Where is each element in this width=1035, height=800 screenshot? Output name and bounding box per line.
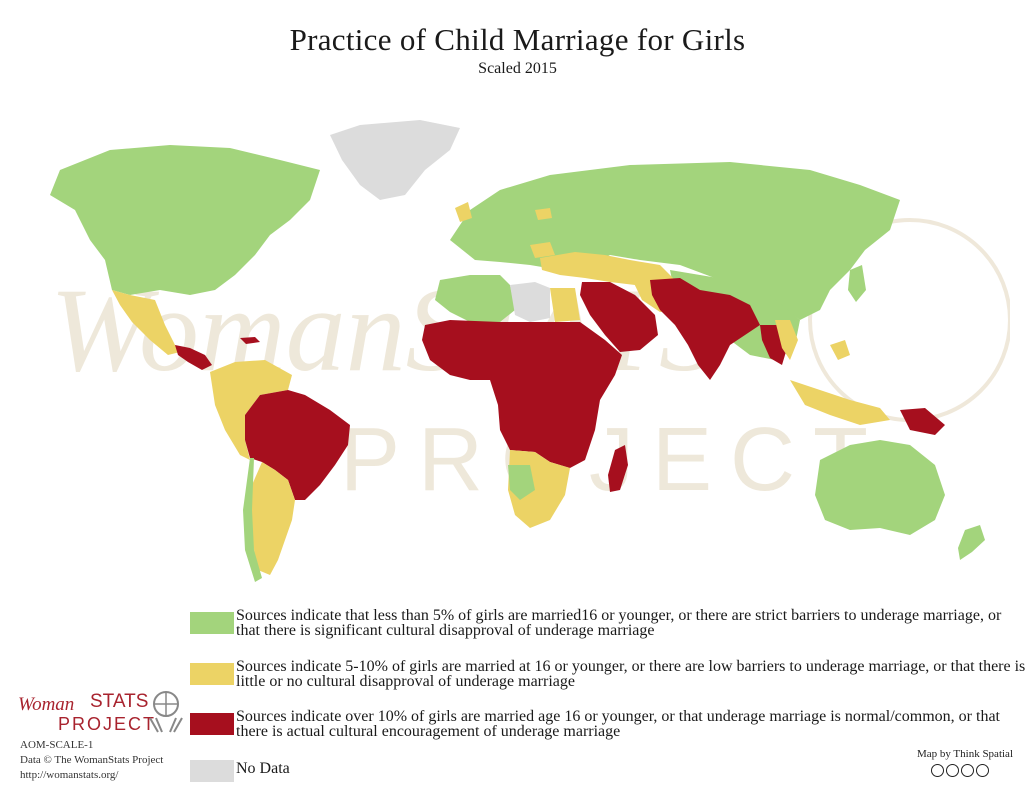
- logo-word-project: PROJECT: [58, 714, 157, 734]
- region-europe-russia: [450, 162, 900, 320]
- watermark-word-2: PROJECT: [340, 410, 886, 510]
- region-central-america: [175, 345, 212, 370]
- region-png: [900, 408, 945, 435]
- legend-swatch-medium: [190, 663, 234, 685]
- region-namibia: [508, 465, 535, 500]
- credits: AOM-SCALE-1 Data © The WomanStats Projec…: [20, 738, 163, 783]
- region-south-asia: [650, 278, 760, 380]
- legend-text-low: Sources indicate that less than 5% of gi…: [236, 607, 1002, 639]
- region-chile: [243, 458, 262, 582]
- legend-item-no-data: No Data: [190, 756, 1026, 782]
- region-southern-cone: [250, 462, 295, 575]
- logo-word-woman: Woman: [18, 694, 75, 715]
- map-title: Practice of Child Marriage for Girls: [289, 22, 746, 57]
- legend-text-no-data: No Data: [236, 760, 290, 777]
- legend-text-medium: Sources indicate 5-10% of girls are marr…: [236, 658, 1026, 690]
- region-south-america-north: [210, 360, 292, 460]
- legend-swatch-high: [190, 713, 234, 735]
- legend-text-high: Sources indicate over 10% of girls are m…: [236, 708, 1000, 740]
- region-mexico: [112, 290, 180, 355]
- world-map: WomanSTATS PROJECT: [50, 120, 1010, 582]
- credit-copyright: Data © The WomanStats Project: [20, 754, 164, 766]
- map-by-credit: Map by Think Spatial: [916, 748, 1013, 760]
- region-egypt: [550, 288, 580, 322]
- credit-url[interactable]: http://womanstats.org/: [20, 769, 119, 781]
- cc-icon: [931, 764, 944, 777]
- legend-item-medium: Sources indicate 5-10% of girls are marr…: [190, 658, 1026, 690]
- region-north-america: [50, 145, 320, 295]
- logo-word-stats: STATS: [90, 691, 149, 712]
- legend-item-high: Sources indicate over 10% of girls are m…: [190, 708, 1026, 740]
- credit-code: AOM-SCALE-1: [20, 739, 94, 751]
- by-icon: [946, 764, 959, 777]
- region-new-zealand: [958, 525, 985, 560]
- legend-swatch-no-data: [190, 760, 234, 782]
- license-icons: [931, 764, 1011, 777]
- region-arabia: [580, 282, 658, 352]
- legend-swatch-low: [190, 612, 234, 634]
- womanstats-logo: Woman STATS PROJECT: [18, 688, 188, 738]
- region-southeast-asia-medium: [775, 320, 890, 425]
- region-brazil: [245, 390, 350, 500]
- region-japan: [848, 265, 866, 302]
- region-caribbean: [240, 337, 260, 344]
- region-madagascar: [608, 445, 628, 492]
- region-greenland: [330, 120, 460, 200]
- region-sub-saharan-africa: [422, 320, 622, 468]
- legend-item-low: Sources indicate that less than 5% of gi…: [190, 607, 1026, 639]
- region-libya: [510, 282, 550, 322]
- region-north-africa: [435, 275, 515, 322]
- region-europe-medium: [455, 202, 555, 258]
- nd-icon: [976, 764, 989, 777]
- map-subtitle: Scaled 2015: [478, 60, 557, 77]
- nc-icon: [961, 764, 974, 777]
- region-australia: [815, 440, 945, 535]
- hands-globe-icon: [149, 691, 183, 733]
